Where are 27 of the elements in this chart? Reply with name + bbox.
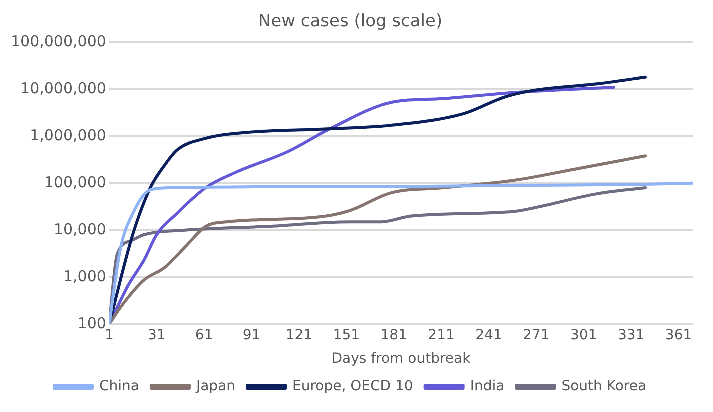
y-tick-label: 1,000: [63, 267, 106, 286]
x-tick-label: 181: [380, 327, 408, 344]
legend-label: Japan: [195, 378, 236, 395]
chart-title: New cases (log scale): [258, 12, 443, 32]
y-tick-label: 100,000,000: [10, 32, 106, 50]
legend-label: China: [99, 378, 140, 395]
legend-label: South Korea: [562, 378, 647, 395]
x-tick-label: 121: [286, 327, 313, 344]
x-tick-label: 271: [523, 327, 550, 344]
x-tick-label: 331: [618, 327, 645, 344]
x-tick-label: 361: [665, 327, 692, 344]
x-axis-title: Days from outbreak: [332, 351, 472, 368]
y-tick-label: 100: [78, 314, 106, 332]
x-tick-label: 211: [428, 327, 455, 344]
legend-label: Europe, OECD 10: [292, 378, 414, 395]
x-tick-label: 151: [333, 327, 360, 344]
x-tick-label: 91: [242, 327, 261, 344]
y-tick-label: 1,000,000: [30, 126, 106, 144]
x-tick-label: 61: [195, 327, 214, 344]
x-tick-label: 241: [476, 327, 502, 344]
x-tick-label: 1: [104, 327, 114, 344]
y-tick-label: 10,000: [54, 220, 106, 238]
legend-label: India: [470, 378, 505, 395]
x-tick-label: 31: [148, 327, 166, 344]
y-tick-label: 100,000: [44, 173, 106, 192]
x-tick-label: 301: [570, 327, 598, 344]
y-tick-label: 10,000,000: [20, 79, 106, 98]
